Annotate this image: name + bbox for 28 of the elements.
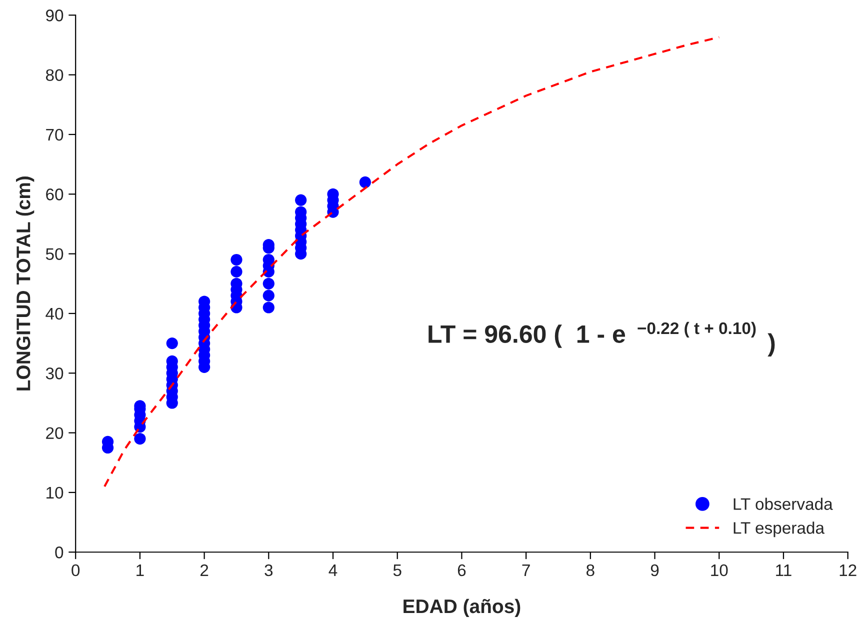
x-tick-label: 6 [458,564,466,576]
legend-label: LT observada [734,498,833,510]
x-tick-label: 11 [776,564,792,576]
x-tick-label: 3 [264,564,273,576]
y-tick-label: 10 [46,486,64,499]
x-tick-label: 9 [650,564,659,576]
x-tick-label: 2 [200,564,208,576]
x-tick-label: 12 [840,564,856,576]
annotation: LT = 96.60 ( 1 - e −0.22 ( t + 0.10) ) [428,322,775,357]
x-tick-label: 8 [586,564,594,576]
x-tick-label: 1 [136,564,144,576]
y-tick-label: 50 [46,248,64,260]
legend-label: LT esperada [734,522,825,538]
y-axis-title: LONGITUD TOTAL (cm) [16,176,34,390]
x-tick-label: 4 [328,564,338,576]
y-tick-label: 70 [46,128,64,141]
y-tick-label: 60 [46,188,64,200]
y-tick-label: 80 [46,69,64,82]
x-tick-label: 10 [711,564,728,576]
y-tick-label: 20 [46,427,64,439]
x-tick-label: 5 [393,564,402,576]
y-tick-label: 40 [46,308,64,320]
y-tick-label: 0 [55,546,64,558]
x-axis-title: EDAD (años) [404,598,520,618]
x-tick-label: 7 [522,564,530,576]
y-tick-label: 30 [46,368,64,380]
x-tick-label: 0 [72,564,80,576]
y-tick-label: 90 [46,10,64,22]
